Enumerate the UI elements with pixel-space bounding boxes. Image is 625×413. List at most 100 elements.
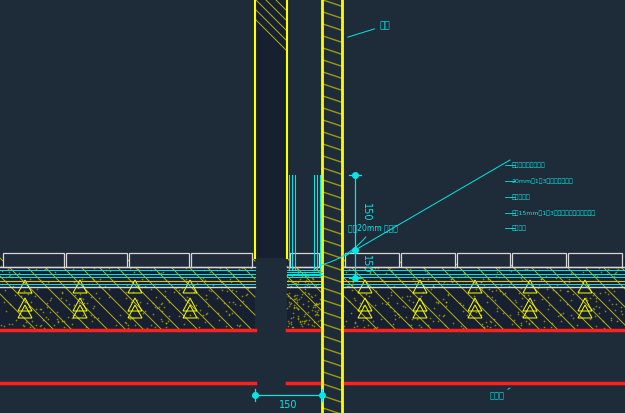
Point <box>168 258 177 264</box>
Point <box>94 294 104 301</box>
Point <box>161 320 171 326</box>
Point <box>528 319 538 325</box>
Point <box>376 316 386 322</box>
Point <box>156 300 166 306</box>
Point <box>536 275 546 282</box>
Point <box>173 283 182 290</box>
Point <box>589 305 599 312</box>
Point <box>513 309 523 315</box>
Point <box>14 263 24 270</box>
Point <box>585 316 595 323</box>
Point <box>364 284 374 290</box>
Point <box>555 312 565 318</box>
Point <box>146 267 156 274</box>
Point <box>159 304 169 311</box>
Point <box>173 259 182 265</box>
Point <box>19 288 29 294</box>
Point <box>298 273 308 280</box>
Point <box>481 318 491 325</box>
Point <box>36 306 46 313</box>
Point <box>476 312 486 319</box>
Point <box>287 258 297 264</box>
Point <box>104 286 114 292</box>
Point <box>292 305 302 312</box>
Point <box>611 300 621 307</box>
Bar <box>512 253 566 267</box>
Point <box>219 280 229 287</box>
Point <box>471 262 481 269</box>
Point <box>206 288 216 294</box>
Point <box>304 316 314 323</box>
Point <box>359 324 369 330</box>
Point <box>312 301 322 308</box>
Point <box>534 261 544 268</box>
Point <box>369 325 379 331</box>
Point <box>235 322 245 328</box>
Point <box>459 270 469 277</box>
Point <box>88 276 98 282</box>
Point <box>588 292 598 299</box>
Point <box>202 310 212 317</box>
Point <box>350 276 360 282</box>
Point <box>299 271 309 278</box>
Point <box>312 307 322 314</box>
Point <box>305 280 315 287</box>
Point <box>592 272 602 279</box>
Point <box>290 280 300 286</box>
Point <box>284 302 294 309</box>
Point <box>582 282 592 289</box>
Point <box>446 275 456 282</box>
Point <box>390 312 400 318</box>
Point <box>289 304 299 311</box>
Point <box>72 282 82 289</box>
Point <box>128 289 138 296</box>
Point <box>341 318 351 324</box>
Point <box>158 318 168 325</box>
Point <box>35 323 45 330</box>
Point <box>347 282 357 289</box>
Point <box>492 308 502 314</box>
Point <box>314 268 324 275</box>
Point <box>163 318 173 325</box>
Point <box>67 321 77 328</box>
Point <box>450 264 460 271</box>
Point <box>572 288 582 294</box>
Point <box>481 292 491 299</box>
Point <box>311 301 321 308</box>
Point <box>301 317 311 324</box>
Point <box>154 270 164 276</box>
Point <box>584 282 594 289</box>
Point <box>370 302 380 309</box>
Point <box>162 297 172 304</box>
Point <box>283 292 293 299</box>
Point <box>300 311 310 318</box>
Point <box>566 311 576 318</box>
Point <box>296 294 306 301</box>
Point <box>242 262 252 269</box>
Point <box>569 262 579 268</box>
Point <box>3 264 13 271</box>
Point <box>516 285 526 292</box>
Point <box>410 280 420 287</box>
Point <box>364 269 374 275</box>
Point <box>287 279 297 285</box>
Point <box>484 262 494 269</box>
Point <box>381 300 391 307</box>
Point <box>297 323 307 329</box>
Point <box>301 269 311 276</box>
Point <box>509 265 519 271</box>
Point <box>213 309 222 316</box>
Point <box>414 296 424 302</box>
Point <box>313 312 323 318</box>
Point <box>610 270 620 276</box>
Point <box>286 294 296 301</box>
Point <box>469 293 479 299</box>
Text: 150: 150 <box>361 203 371 222</box>
Point <box>546 323 556 330</box>
Point <box>224 312 234 319</box>
Point <box>350 296 360 303</box>
Point <box>405 293 415 300</box>
Point <box>485 324 495 330</box>
Point <box>581 266 591 273</box>
Point <box>428 281 438 288</box>
